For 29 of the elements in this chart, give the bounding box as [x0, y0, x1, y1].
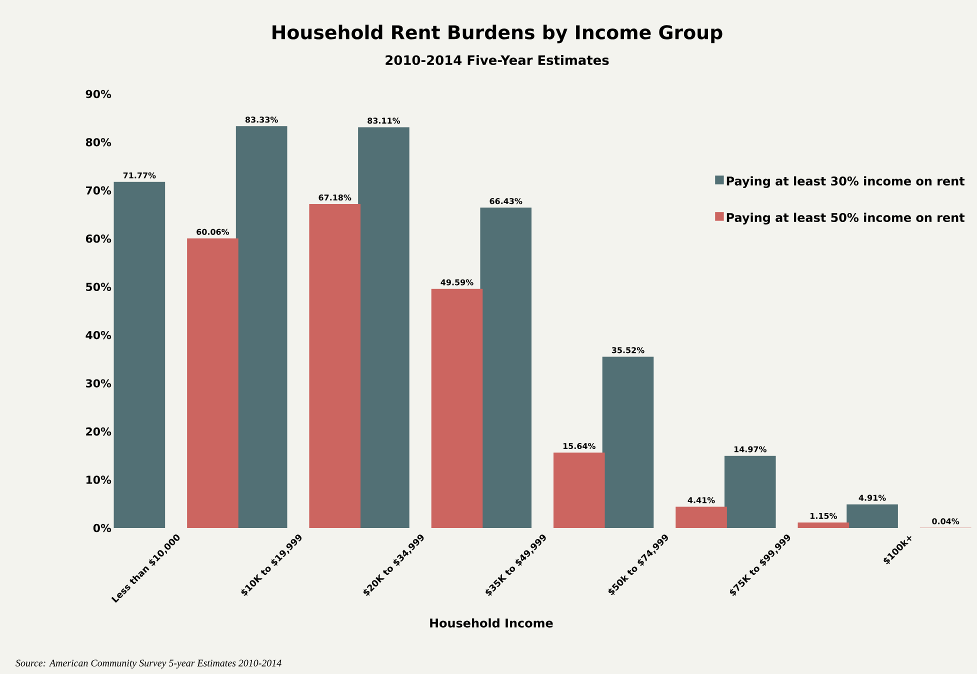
bar	[431, 288, 483, 528]
legend-label: Paying at least 50% income on rent	[726, 212, 965, 224]
bar	[187, 238, 238, 528]
y-tick-label: 30%	[86, 379, 112, 388]
chart-title: Household Rent Burdens by Income Group	[272, 24, 722, 44]
bar	[480, 208, 532, 528]
bar	[114, 182, 166, 528]
y-tick-label: 40%	[86, 330, 112, 340]
bar	[553, 452, 605, 528]
bar	[602, 356, 654, 528]
y-tick-label: 70%	[86, 186, 112, 195]
bar	[358, 127, 410, 528]
y-tick-label: 20%	[86, 427, 112, 436]
bar	[676, 506, 727, 528]
x-axis-title: Household Income	[430, 618, 553, 628]
bar	[724, 456, 776, 528]
y-tick-label: 80%	[86, 138, 112, 146]
source-note: Source: American Community Survey 5-year Estimates 2010-2014	[16, 660, 282, 668]
y-tick-label: 0%	[93, 524, 112, 532]
bar	[309, 204, 361, 528]
bar	[236, 126, 288, 528]
y-tick-label: 50%	[86, 282, 112, 292]
y-tick-label: 90%	[86, 90, 112, 98]
chart-subtitle: 2010-2014 Five-Year Estimates	[386, 54, 609, 66]
legend-label: Paying at least 30% income on rent	[726, 176, 965, 188]
bar	[846, 504, 898, 528]
bar	[798, 522, 850, 528]
y-tick-label: 60%	[86, 234, 112, 243]
y-tick-label: 10%	[86, 476, 112, 484]
